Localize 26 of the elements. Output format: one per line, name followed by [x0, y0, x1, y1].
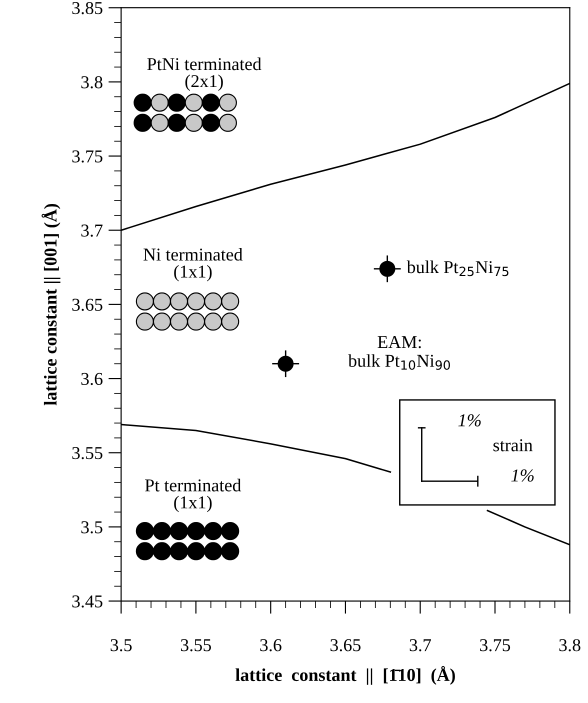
- x-tick-label: 3.65: [330, 639, 361, 652]
- x-axis-title: lattice constant || [1̄10] (Å): [236, 666, 455, 685]
- annotation: 1%: [458, 414, 481, 426]
- y-tick-label: 3.7: [81, 224, 103, 237]
- y-tick-label: 3.5: [81, 521, 102, 534]
- annotation: 1%: [511, 469, 534, 482]
- annotation: EAM: bulk Pt$_{10}$Ni$_{90}$: [348, 336, 450, 370]
- annotation: Ni terminated (1x1): [144, 248, 243, 282]
- x-tick-label: 3.6: [260, 639, 282, 652]
- y-axis-title: lattice constant || [001] (Å): [42, 204, 60, 406]
- x-tick-label: 3.8: [559, 639, 580, 652]
- y-tick-label: 3.45: [72, 595, 102, 608]
- annotation: Pt terminated (1x1): [145, 478, 242, 512]
- y-tick-label: 3.85: [72, 2, 102, 14]
- y-tick-label: 3.75: [72, 150, 102, 163]
- y-tick-label: 3.65: [72, 298, 102, 311]
- annotation: PtNi terminated (2x1): [147, 58, 262, 91]
- x-tick-label: 3.5: [110, 639, 132, 652]
- x-tick-label: 3.7: [410, 639, 431, 652]
- y-tick-label: 3.8: [81, 76, 102, 88]
- annotation: bulk Pt$_{25}$Ni$_{75}$: [406, 260, 508, 276]
- y-tick-label: 3.55: [72, 447, 102, 460]
- x-tick-label: 3.55: [180, 639, 211, 652]
- annotation: strain: [493, 439, 533, 452]
- x-tick-label: 3.75: [480, 639, 510, 652]
- y-tick-label: 3.6: [81, 372, 103, 386]
